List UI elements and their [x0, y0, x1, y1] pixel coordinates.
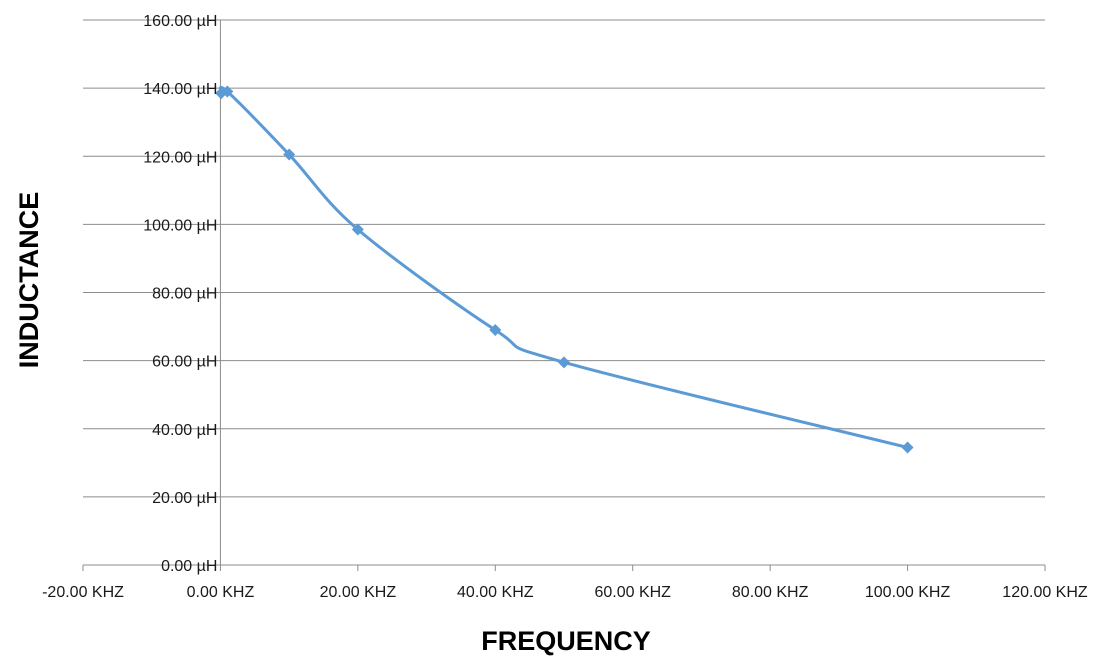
- data-point-marker: [221, 85, 234, 98]
- y-tick-label: 80.00 µH: [152, 286, 217, 303]
- series-line: [218, 85, 910, 449]
- series-layer: [215, 85, 914, 454]
- y-tick-label: 160.00 µH: [143, 13, 217, 30]
- x-tick-label: 120.00 KHZ: [1002, 584, 1088, 601]
- data-point-marker: [489, 323, 502, 336]
- y-tick-label: 40.00 µH: [152, 422, 217, 439]
- x-axis-title: FREQUENCY: [481, 626, 651, 656]
- y-tick-label: 140.00 µH: [143, 81, 217, 98]
- tick-labels: 0.00 µH 20.00 µH 40.00 µH 60.00 µH 80.00 µH 1…: [42, 13, 1088, 601]
- x-tick-label: 60.00 KHZ: [594, 584, 671, 601]
- y-tick-label: 20.00 µH: [152, 490, 217, 507]
- axes: [82, 20, 1046, 571]
- y-tick-label: 0.00 µH: [161, 558, 217, 575]
- x-tick-label: 0.00 KHZ: [187, 584, 255, 601]
- x-tick-label: 80.00 KHZ: [732, 584, 809, 601]
- x-tick-label: 20.00 KHZ: [320, 584, 397, 601]
- y-tick-label: 120.00 µH: [143, 149, 217, 166]
- gridlines: [83, 19, 1045, 566]
- x-tick-label: 40.00 KHZ: [457, 584, 534, 601]
- data-point-marker: [351, 223, 364, 236]
- data-point-marker: [558, 356, 570, 369]
- x-tick-label: 100.00 KHZ: [865, 584, 951, 601]
- x-tick-label: -20.00 KHZ: [42, 584, 124, 601]
- y-tick-label: 60.00 µH: [152, 354, 217, 371]
- data-point-marker: [283, 148, 296, 161]
- data-point-marker: [901, 441, 914, 454]
- y-tick-label: 100.00 µH: [143, 217, 217, 234]
- y-axis-title: INDUCTANCE: [14, 192, 44, 369]
